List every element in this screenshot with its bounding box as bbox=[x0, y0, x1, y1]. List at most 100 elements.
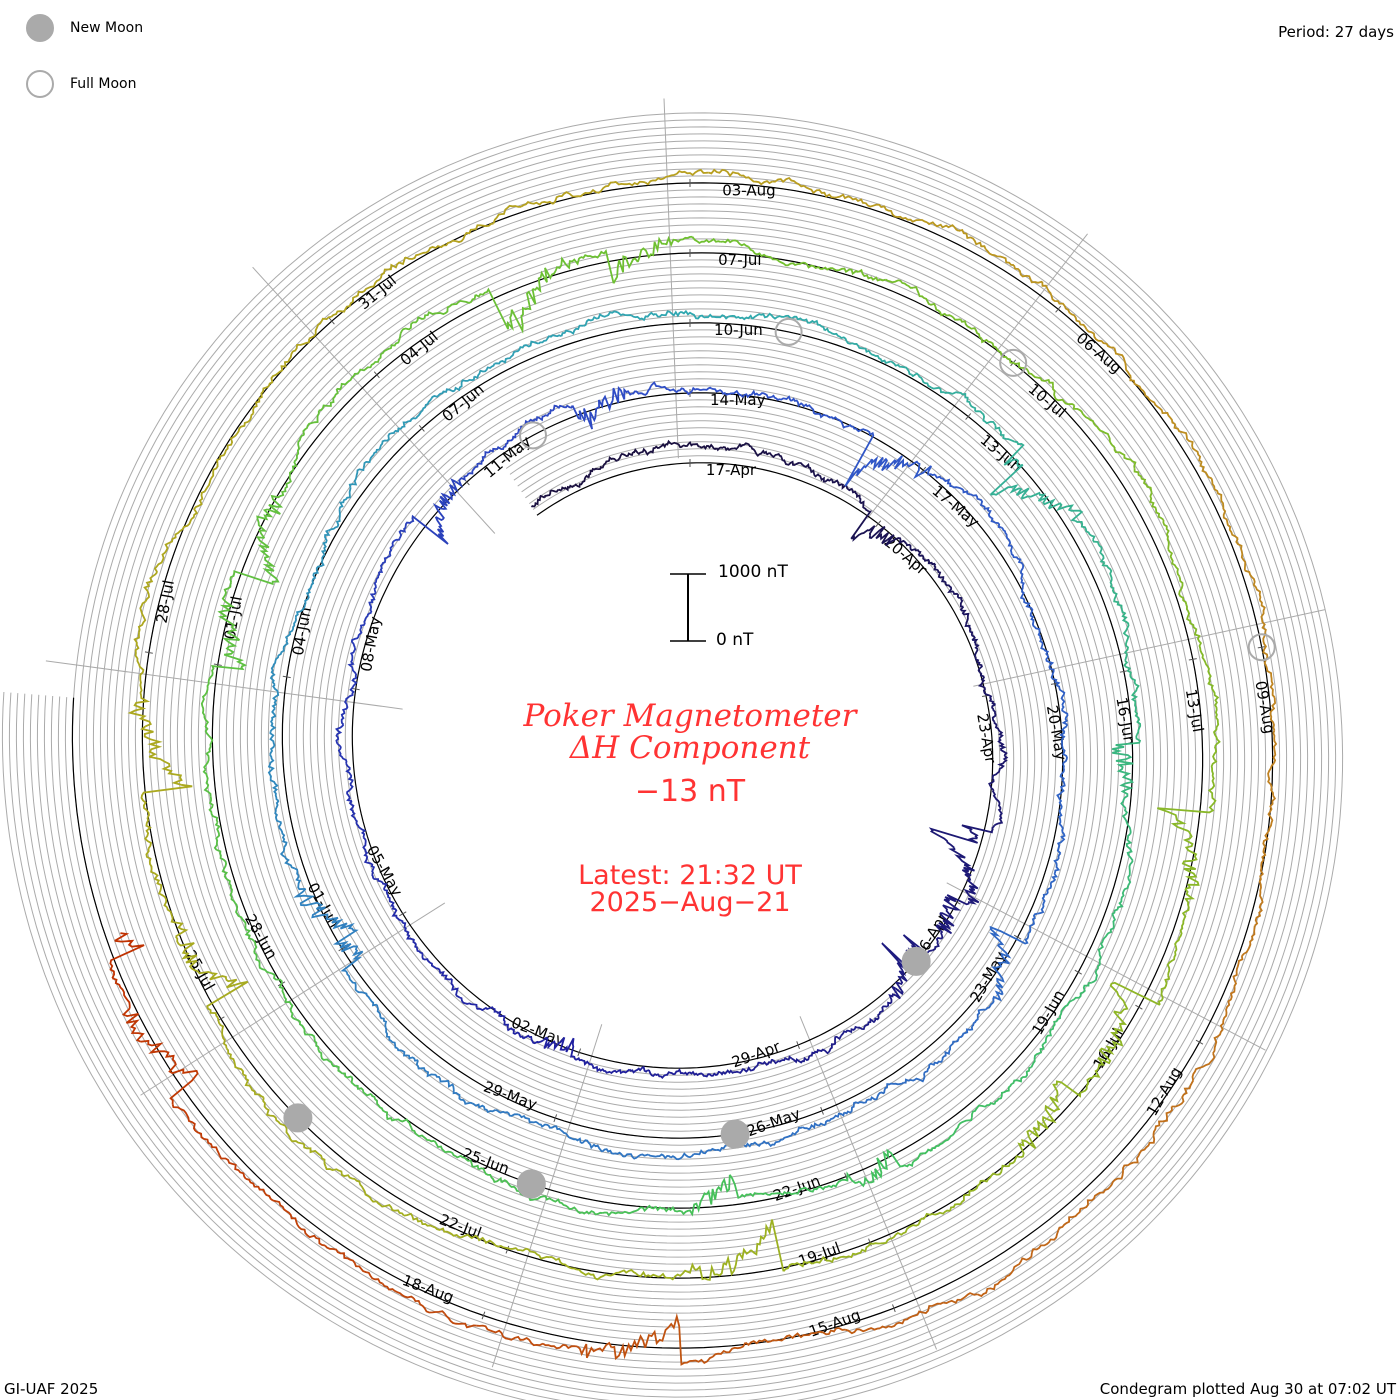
tick-mark bbox=[399, 911, 407, 917]
trace-segment bbox=[1259, 599, 1267, 633]
trace-segment bbox=[691, 236, 721, 244]
tick-mark bbox=[577, 1048, 582, 1057]
trace-segment bbox=[294, 597, 310, 618]
trace-segment bbox=[845, 424, 867, 433]
trace-segment bbox=[1241, 925, 1256, 957]
data-trace bbox=[109, 168, 1278, 1366]
trace-segment bbox=[982, 688, 996, 706]
trace-segment bbox=[926, 221, 960, 232]
period-label: Period: 27 days bbox=[1278, 23, 1394, 41]
trace-segment bbox=[1096, 1045, 1117, 1071]
trace-segment bbox=[1210, 746, 1218, 777]
trace-segment bbox=[1053, 852, 1062, 875]
trace-segment bbox=[287, 338, 310, 363]
trace-segment bbox=[1061, 704, 1069, 727]
trace-segment bbox=[324, 1165, 356, 1180]
grid-spirals bbox=[1, 112, 1344, 1400]
trace-segment bbox=[560, 324, 584, 337]
trace-segment bbox=[530, 494, 546, 508]
trace-segment bbox=[1254, 892, 1264, 927]
trace-segment bbox=[971, 1102, 995, 1118]
trace-segment bbox=[421, 954, 437, 970]
trace-segment bbox=[153, 542, 170, 573]
trace-segment bbox=[233, 412, 254, 438]
trace-segment bbox=[543, 488, 560, 498]
trace-segment bbox=[1048, 665, 1061, 686]
trace-segment bbox=[991, 789, 1002, 810]
trace-segment bbox=[987, 510, 1002, 529]
chart-title-line2: ΔH Component bbox=[569, 730, 811, 766]
trace-segment bbox=[612, 255, 639, 284]
trace-segment bbox=[601, 456, 618, 469]
trace-segment bbox=[432, 495, 451, 522]
trace-segment bbox=[218, 1155, 247, 1180]
tick-mark bbox=[351, 687, 360, 691]
trace-segment bbox=[1063, 305, 1088, 330]
trace-segment bbox=[1048, 502, 1084, 522]
trace-segment bbox=[883, 1081, 905, 1094]
trace-segment bbox=[137, 600, 147, 633]
trace-segment bbox=[571, 405, 597, 430]
trace-segment bbox=[857, 268, 886, 282]
trace-segment bbox=[719, 1069, 739, 1076]
trace-segment bbox=[520, 200, 554, 208]
trace-segment bbox=[941, 1040, 956, 1061]
trace-segment bbox=[802, 261, 831, 271]
trace-segment bbox=[679, 309, 705, 320]
trace-segment bbox=[1019, 587, 1031, 609]
trace-segment bbox=[202, 768, 212, 797]
trace-segment bbox=[994, 425, 1015, 443]
trace-segment bbox=[729, 1174, 758, 1200]
trace-segment bbox=[491, 1241, 521, 1251]
trace-segment bbox=[991, 703, 997, 723]
trace-segment bbox=[133, 632, 140, 665]
trace-segment bbox=[303, 1143, 327, 1167]
trace-segment bbox=[114, 932, 130, 942]
trace-segment bbox=[138, 663, 145, 696]
trace-segment bbox=[602, 1210, 630, 1217]
trace-segment bbox=[1011, 1066, 1032, 1085]
trace-segment bbox=[515, 340, 539, 353]
trace-segment bbox=[269, 971, 285, 996]
trace-segment bbox=[1157, 975, 1171, 1006]
trace-segment bbox=[893, 455, 919, 470]
trace-segment bbox=[790, 397, 812, 408]
trace-segment bbox=[774, 258, 803, 267]
trace-segment bbox=[423, 305, 451, 319]
trace-segment bbox=[803, 185, 835, 199]
trace-segment bbox=[1133, 468, 1153, 494]
trace-segment bbox=[127, 695, 152, 728]
trace-segment bbox=[415, 398, 433, 419]
trace-segment bbox=[840, 1245, 870, 1259]
grid-spiral bbox=[50, 161, 1295, 1370]
trace-segment bbox=[1057, 1207, 1084, 1232]
trace-segment bbox=[1110, 586, 1123, 611]
trace-segment bbox=[1017, 1127, 1040, 1159]
trace-segment bbox=[1121, 609, 1130, 636]
trace-segment bbox=[560, 1129, 582, 1144]
trace-segment bbox=[611, 1334, 647, 1361]
trace-segment bbox=[711, 387, 732, 396]
trace-segment bbox=[675, 168, 709, 177]
tick-label: 13-Jul bbox=[1182, 688, 1207, 734]
trace-segment bbox=[1056, 999, 1073, 1022]
trace-segment bbox=[601, 1148, 626, 1158]
trace-segment bbox=[391, 905, 404, 923]
chart-title-line1: Poker Magnetometer bbox=[523, 698, 857, 734]
trace-segment bbox=[923, 1059, 944, 1074]
trace-segment bbox=[1040, 645, 1055, 667]
trace-segment bbox=[320, 529, 331, 556]
trace-segment bbox=[549, 1256, 577, 1271]
trace-segment bbox=[452, 1089, 473, 1105]
trace-segment bbox=[338, 487, 352, 510]
trace-segment bbox=[858, 1157, 883, 1188]
trace-segment bbox=[989, 440, 1025, 496]
trace-segment bbox=[731, 389, 752, 399]
trace-segment bbox=[756, 1192, 784, 1196]
trace-segment bbox=[1006, 1252, 1033, 1278]
trace-segment bbox=[830, 267, 859, 276]
trace-segment bbox=[1113, 347, 1132, 377]
trace-segment bbox=[1092, 539, 1105, 564]
trace-segment bbox=[635, 1270, 667, 1279]
tick-mark bbox=[1074, 969, 1082, 975]
